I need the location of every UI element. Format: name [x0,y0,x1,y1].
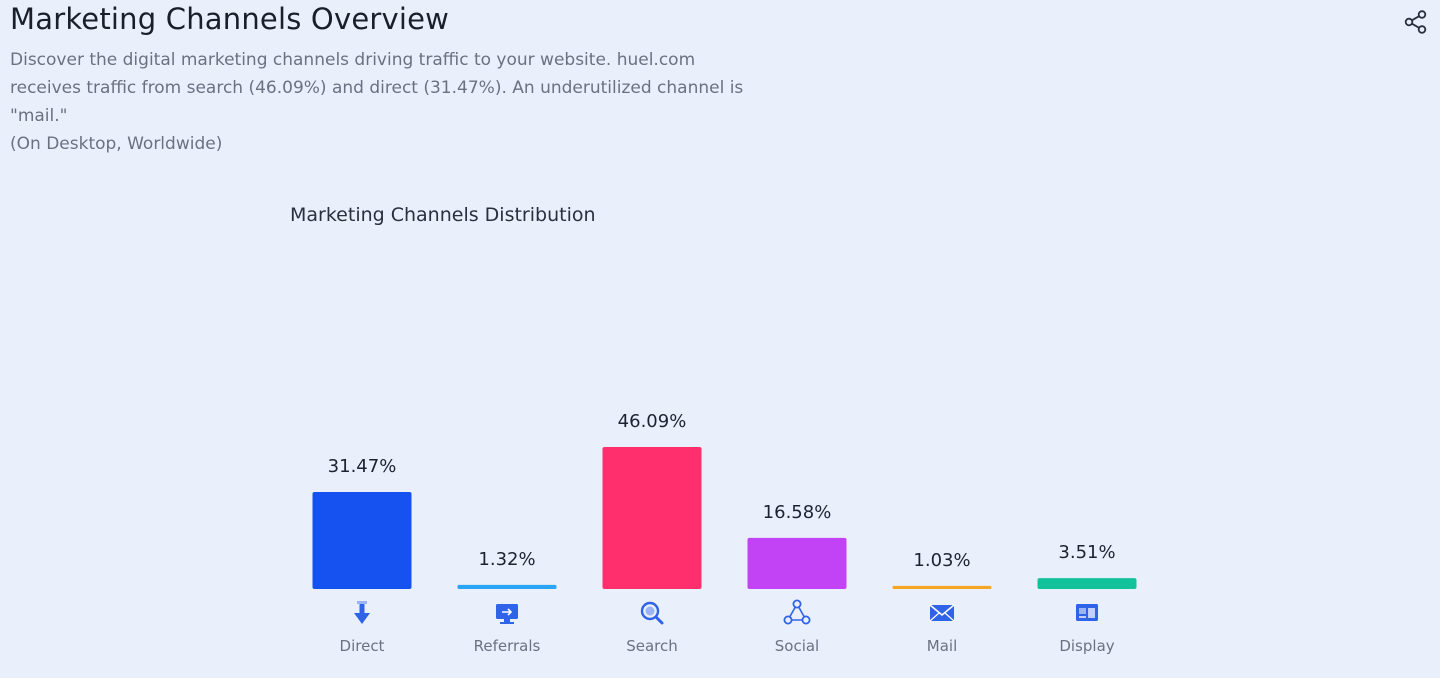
share-button[interactable] [1402,8,1430,36]
social-icon [783,599,811,625]
bar-search[interactable] [602,447,702,589]
tick-label-referrals: Referrals [474,637,541,655]
share-icon [1404,10,1427,34]
bar-direct[interactable] [312,492,412,589]
bar-referrals[interactable] [457,584,557,589]
description-scope: (On Desktop, Worldwide) [10,134,223,154]
bar-display[interactable] [1037,578,1137,589]
bar-social[interactable] [747,537,847,589]
tick-label-search: Search [626,637,678,655]
page-title: Marketing Channels Overview [10,2,450,36]
direct-icon [354,601,370,624]
tick-label-mail: Mail [927,637,957,655]
tick-label-social: Social [775,637,819,655]
data-label-social: 16.58% [763,502,832,523]
data-label-direct: 31.47% [328,456,397,477]
data-label-search: 46.09% [618,411,687,432]
data-label-display: 3.51% [1058,542,1115,563]
display-icon [1076,604,1098,621]
referrals-icon [496,604,518,624]
data-label-referrals: 1.32% [478,549,535,570]
search-icon [640,601,664,625]
data-label-mail: 1.03% [913,550,970,571]
bar-mail[interactable] [892,585,992,589]
tick-label-direct: Direct [340,637,385,655]
description-text: Discover the digital marketing channels … [10,50,744,126]
tick-label-display: Display [1059,637,1114,655]
chart-title: Marketing Channels Distribution [290,204,596,226]
description: Discover the digital marketing channels … [10,46,770,158]
mail-icon [929,604,955,622]
